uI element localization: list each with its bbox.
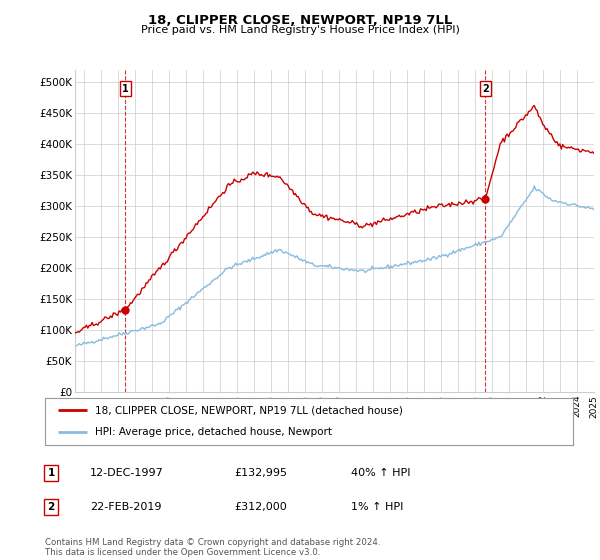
- Text: £132,995: £132,995: [234, 468, 287, 478]
- Text: 1: 1: [122, 83, 129, 94]
- Text: 1: 1: [47, 468, 55, 478]
- Text: 12-DEC-1997: 12-DEC-1997: [90, 468, 164, 478]
- Text: 2: 2: [482, 83, 489, 94]
- Text: 2: 2: [47, 502, 55, 512]
- Text: 40% ↑ HPI: 40% ↑ HPI: [351, 468, 410, 478]
- Text: 18, CLIPPER CLOSE, NEWPORT, NP19 7LL (detached house): 18, CLIPPER CLOSE, NEWPORT, NP19 7LL (de…: [95, 405, 403, 416]
- Text: Contains HM Land Registry data © Crown copyright and database right 2024.
This d: Contains HM Land Registry data © Crown c…: [45, 538, 380, 557]
- Text: 1% ↑ HPI: 1% ↑ HPI: [351, 502, 403, 512]
- Text: HPI: Average price, detached house, Newport: HPI: Average price, detached house, Newp…: [95, 427, 332, 437]
- Text: £312,000: £312,000: [234, 502, 287, 512]
- Text: 18, CLIPPER CLOSE, NEWPORT, NP19 7LL: 18, CLIPPER CLOSE, NEWPORT, NP19 7LL: [148, 14, 452, 27]
- Text: 22-FEB-2019: 22-FEB-2019: [90, 502, 161, 512]
- Text: Price paid vs. HM Land Registry's House Price Index (HPI): Price paid vs. HM Land Registry's House …: [140, 25, 460, 35]
